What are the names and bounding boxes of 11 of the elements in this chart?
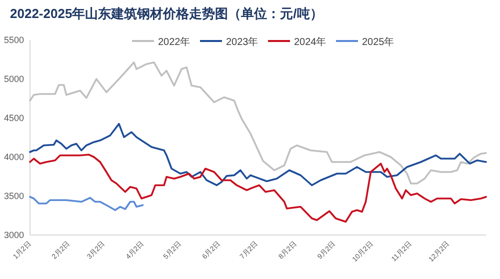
legend-label: 2024年 [294,36,326,48]
y-tick-label: 4500 [4,113,24,123]
legend-label: 2022年 [158,36,190,48]
y-tick-label: 5000 [4,74,24,84]
legend-label: 2023年 [226,36,258,48]
y-tick-label: 3000 [4,230,24,240]
title: 2022-2025年山东建筑钢材价格走势图（单位：元/吨） [10,6,323,21]
y-tick-label: 5500 [4,35,24,45]
y-tick-label: 3500 [4,191,24,201]
y-tick-label: 4000 [4,152,24,162]
legend-label: 2025年 [362,36,394,48]
